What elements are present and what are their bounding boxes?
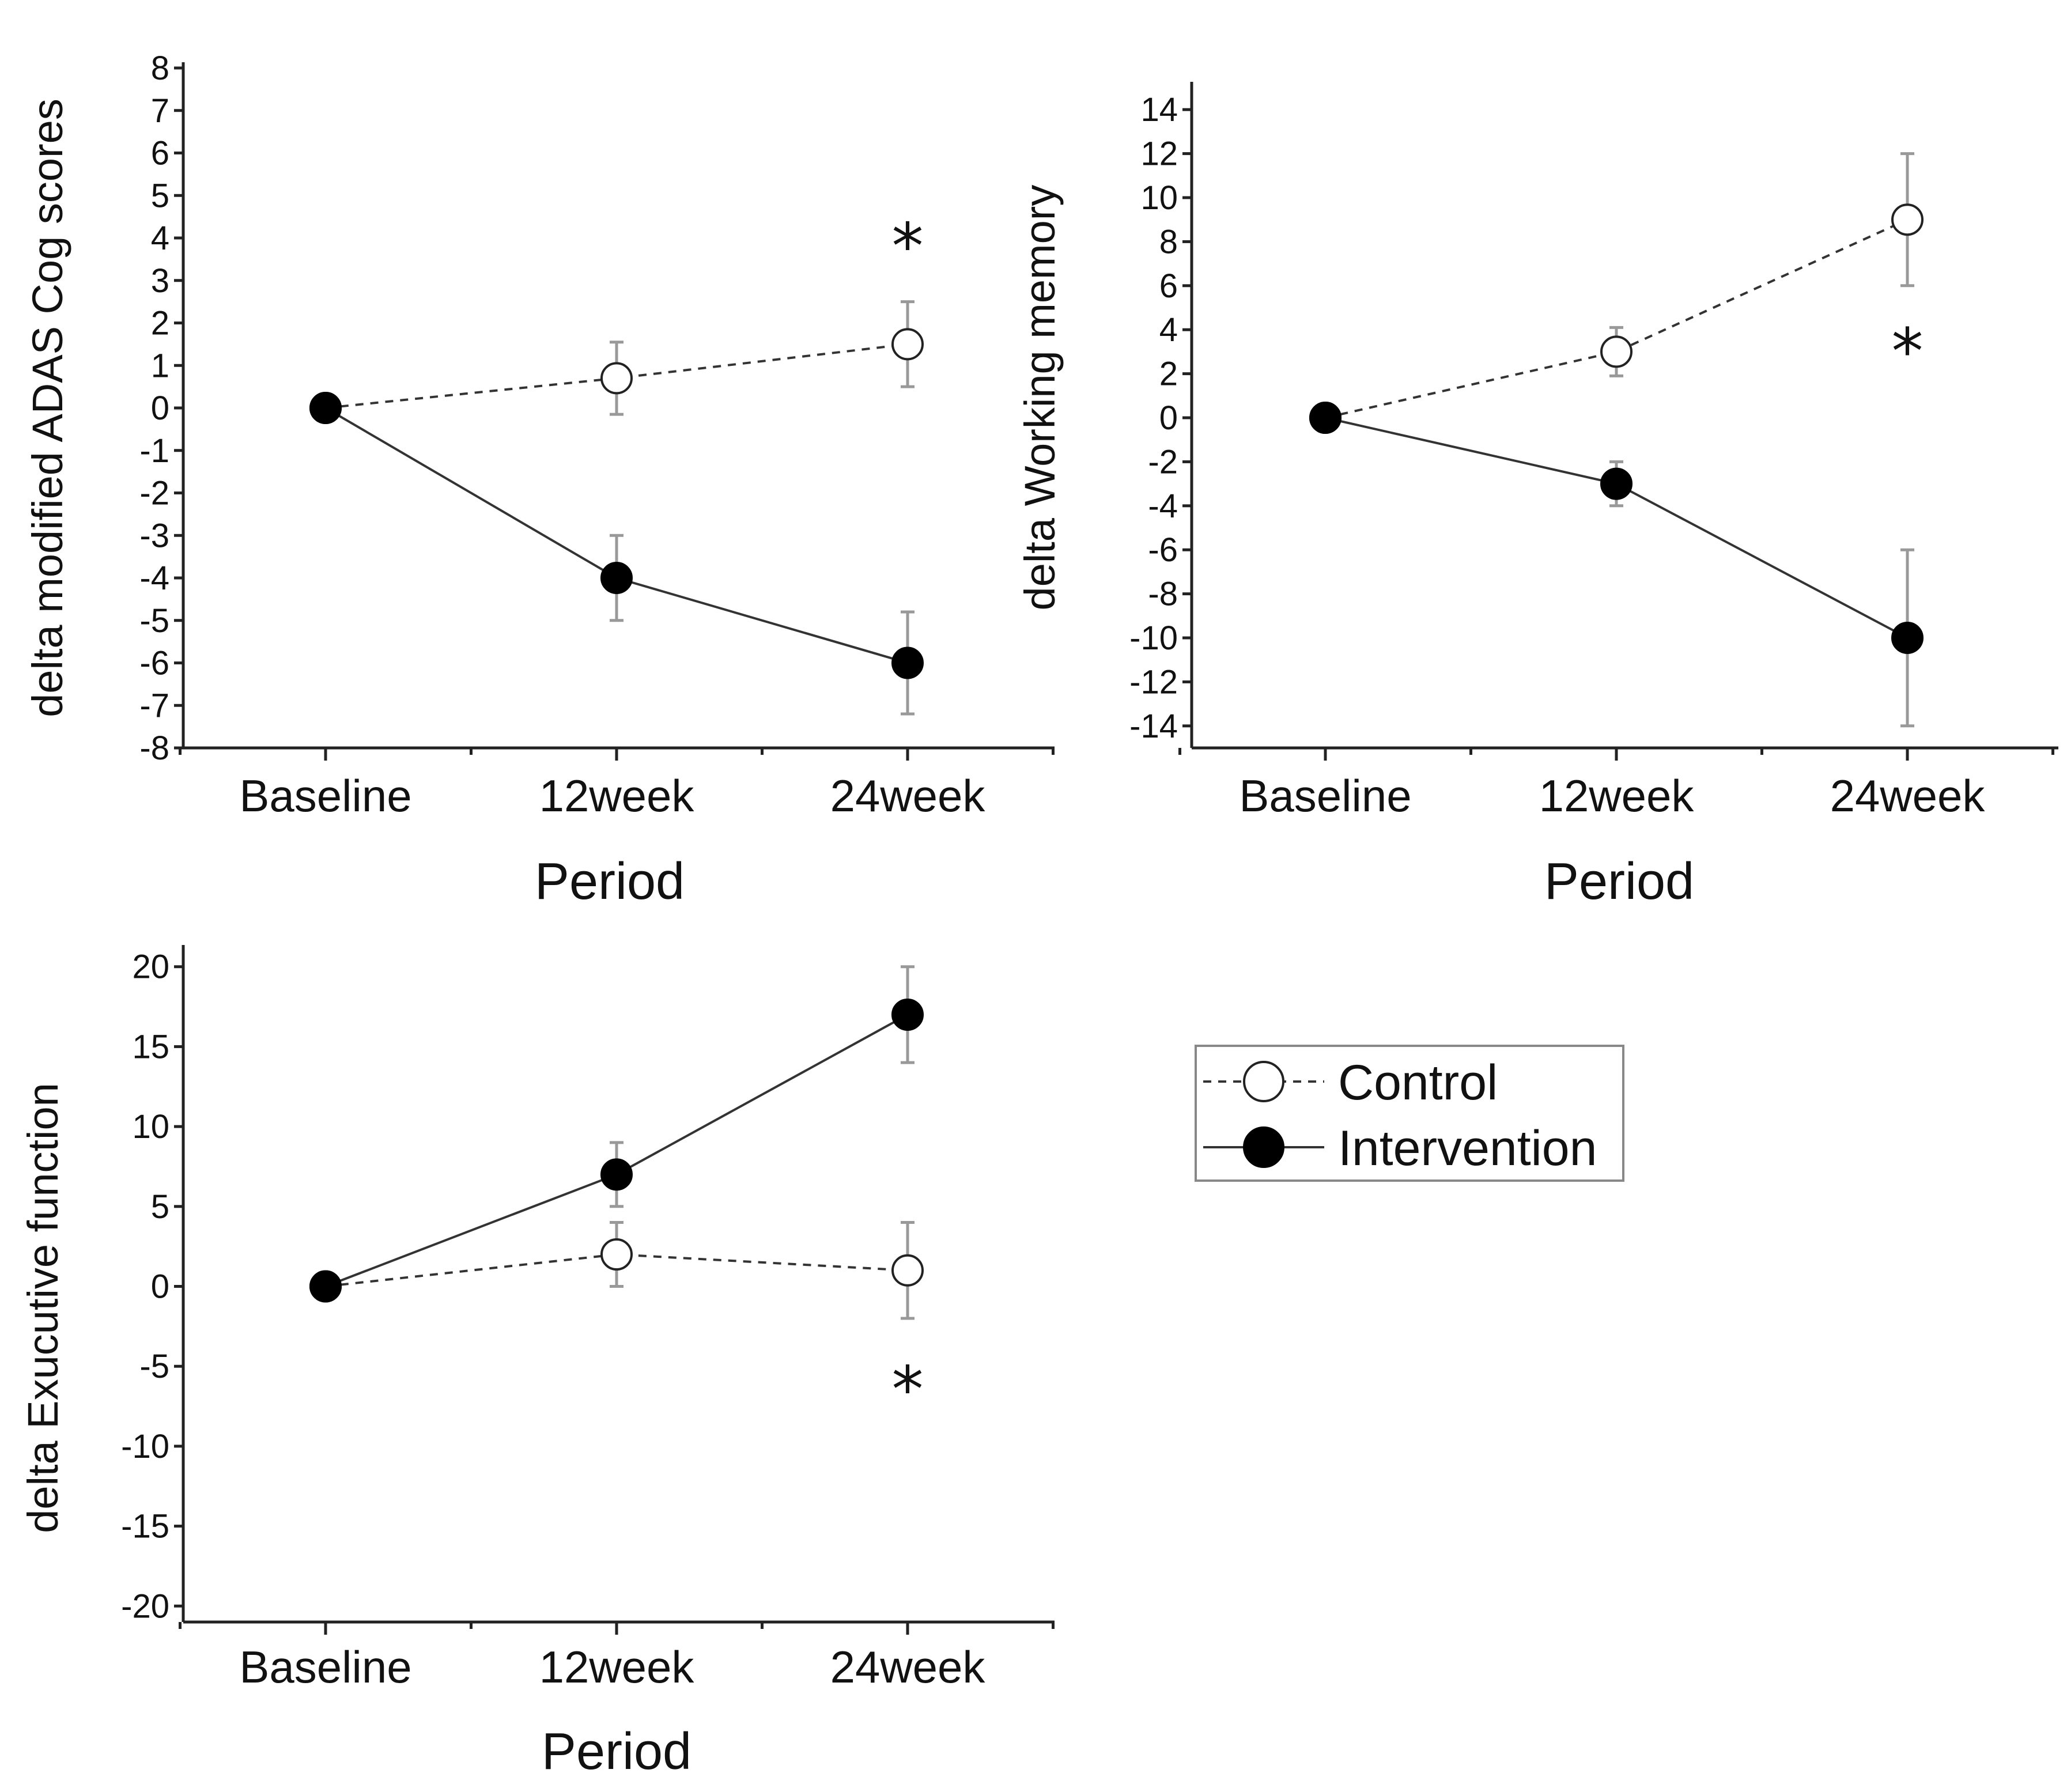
y-tick-label: -12 (1129, 663, 1178, 701)
y-tick-label: 7 (151, 92, 169, 130)
y-tick-label: -2 (1148, 443, 1178, 481)
x-tick-label: 24week (830, 770, 986, 821)
x-tick-label: 12week (1539, 770, 1695, 821)
y-tick-label: 0 (151, 390, 169, 427)
y-tick-label: -6 (1148, 531, 1178, 569)
x-tick-label: 24week (830, 1642, 986, 1692)
y-tick-label: -10 (121, 1428, 169, 1465)
intervention-point (600, 562, 633, 594)
control-point (891, 1254, 924, 1287)
intervention-point (1600, 467, 1633, 500)
x-tick-label: Baseline (239, 770, 411, 821)
x-axis-title: Period (1544, 853, 1694, 910)
y-tick-label: -6 (139, 645, 169, 682)
intervention-line (1325, 417, 1908, 639)
y-tick-label: -5 (139, 1348, 169, 1385)
y-tick-label: 15 (132, 1028, 169, 1065)
legend-control-label: Control (1338, 1055, 1498, 1110)
y-tick-label: 14 (1140, 91, 1178, 128)
chart-panel-3: 20 15 10 5 0 -5 -10 -15 -20 Baseline 12week 24week P… (19, 945, 1055, 1780)
y-axis-title: delta Exucutive function (19, 1083, 67, 1533)
x-axis-title: Period (535, 853, 685, 910)
y-axis-title: delta modified ADAS Cog scores (24, 99, 71, 717)
legend-intervention-marker (1243, 1126, 1284, 1168)
legend-control-marker (1243, 1061, 1284, 1102)
y-tick-label: -3 (139, 517, 169, 554)
y-tick-label: -20 (121, 1587, 169, 1625)
y-tick-label: 6 (151, 135, 169, 172)
x-tick-label: 12week (539, 770, 695, 821)
x-tick-label: 12week (539, 1642, 695, 1692)
legend: Control Intervention (1195, 1045, 1624, 1182)
intervention-point (1891, 622, 1924, 654)
y-tick-label: 3 (151, 262, 169, 300)
x-tick-label: Baseline (1239, 770, 1411, 821)
chart-panel-2: 14 12 10 8 6 4 2 0 -2 -4 -6 -8 -10 -12 -14 Baseline 12we… (1016, 82, 2058, 910)
y-tick-label: 4 (151, 220, 169, 257)
chart-panel-1: 8 7 6 5 4 3 2 1 0 -1 -2 -3 -4 -5 -6 -7 -8 Baseline 12week 2… (24, 50, 1055, 910)
y-tick-label: 1 (151, 347, 169, 384)
y-tick-label: 0 (151, 1268, 169, 1306)
significance-marker: * (892, 1352, 924, 1426)
x-tick-label: Baseline (239, 1642, 411, 1692)
significance-marker: * (892, 209, 924, 283)
y-tick-label: -15 (121, 1508, 169, 1545)
control-point (891, 328, 924, 361)
y-tick-label: 2 (151, 305, 169, 342)
y-tick-label: -14 (1129, 708, 1178, 745)
intervention-point (600, 1158, 633, 1191)
significance-marker: * (1892, 315, 1924, 388)
intervention-point (891, 998, 924, 1031)
y-tick-label: -10 (1129, 619, 1178, 657)
y-tick-label: -4 (139, 559, 169, 597)
y-tick-label: 0 (1159, 399, 1178, 437)
y-tick-label: 2 (1159, 356, 1178, 393)
control-point (1600, 335, 1633, 368)
y-tick-label: -2 (139, 475, 169, 512)
y-tick-label: 8 (151, 50, 169, 87)
y-tick-label: 5 (151, 1188, 169, 1226)
y-tick-label: 10 (132, 1108, 169, 1145)
y-tick-label: -8 (1148, 576, 1178, 613)
control-line (325, 1253, 908, 1288)
y-tick-label: 5 (151, 177, 169, 214)
x-tick-label: 24week (1830, 770, 1986, 821)
x-axis-title: Period (542, 1723, 691, 1780)
y-tick-label: 6 (1159, 267, 1178, 305)
y-tick-label: -7 (139, 687, 169, 724)
intervention-point (891, 647, 924, 679)
y-tick-label: 20 (132, 948, 169, 986)
y-tick-label: -5 (139, 602, 169, 640)
y-axis-title: delta Working memory (1016, 185, 1064, 611)
y-tick-label: -1 (139, 432, 169, 470)
y-tick-label: -4 (1148, 487, 1178, 525)
intervention-point (309, 1270, 342, 1303)
y-tick-label: 12 (1140, 135, 1178, 173)
legend-intervention-label: Intervention (1338, 1121, 1597, 1176)
control-point (600, 362, 633, 395)
control-point (1891, 203, 1924, 236)
control-line (1325, 218, 1908, 419)
intervention-point (1309, 402, 1342, 434)
y-tick-label: 10 (1140, 179, 1178, 217)
control-point (600, 1238, 633, 1271)
y-tick-label: 4 (1159, 311, 1178, 349)
y-tick-label: 8 (1159, 223, 1178, 260)
y-tick-label: -8 (139, 729, 169, 767)
intervention-point (309, 392, 342, 424)
